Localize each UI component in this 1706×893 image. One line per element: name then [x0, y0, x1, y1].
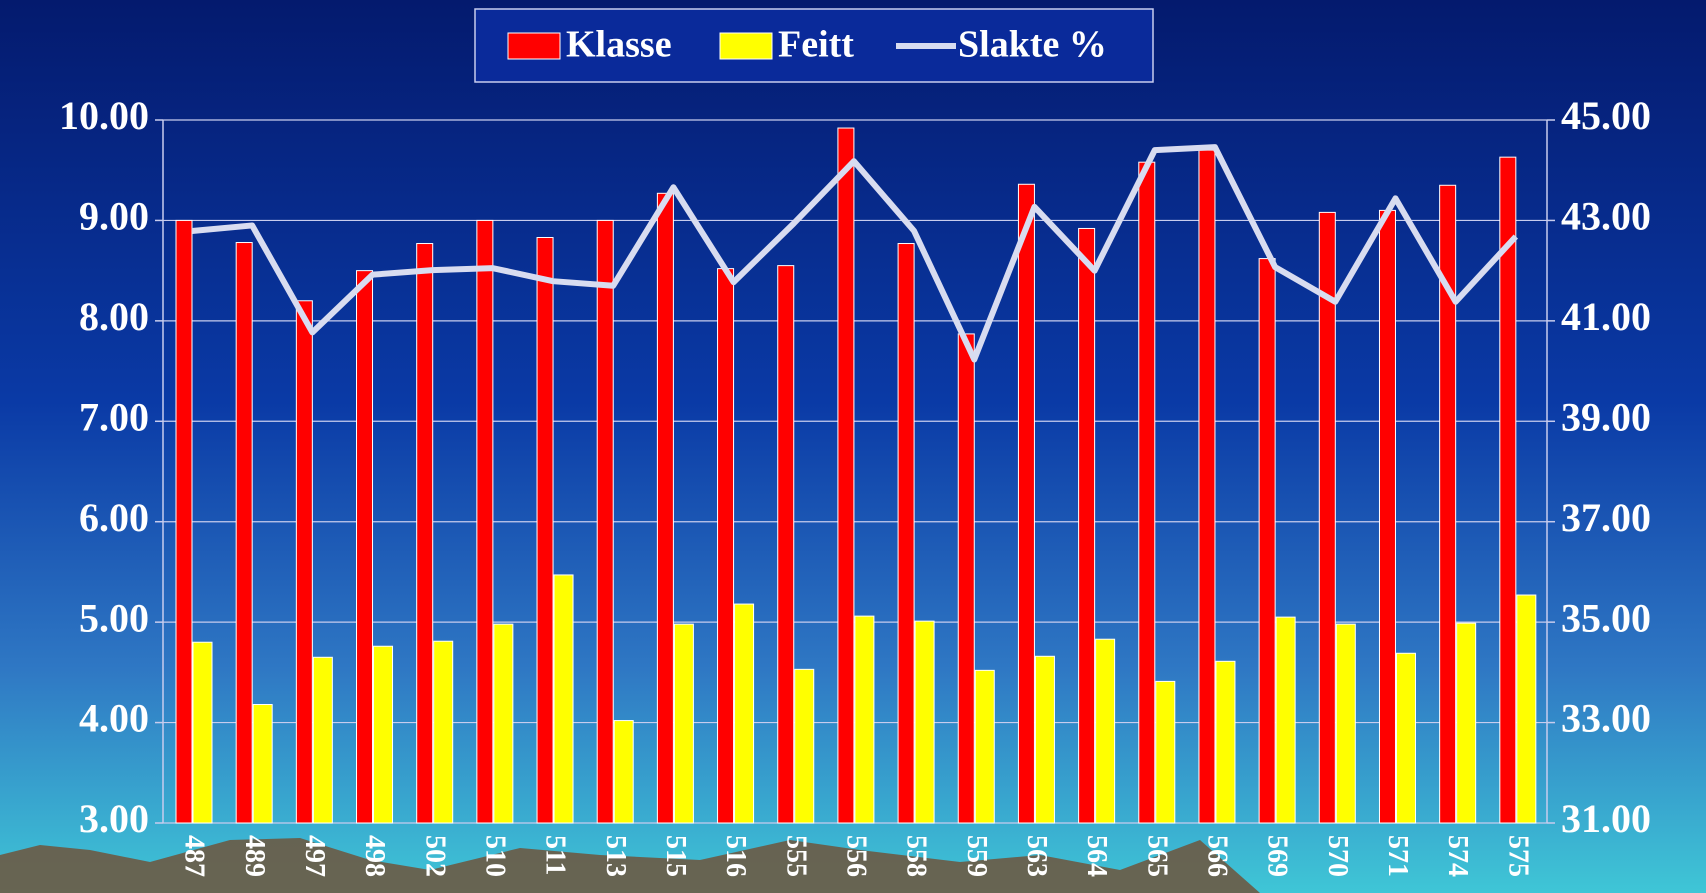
bar [898, 244, 914, 823]
y-tick-label: 10.00 [59, 93, 149, 138]
bar [614, 721, 633, 823]
x-tick-label: 571 [1382, 835, 1413, 877]
bar [193, 642, 212, 823]
bar [718, 269, 734, 823]
x-tick-label: 563 [1021, 835, 1052, 877]
legend-label: Feitt [778, 24, 854, 66]
y-tick-label: 6.00 [79, 495, 149, 540]
bar [1500, 157, 1516, 823]
y-tick-label: 9.00 [79, 194, 149, 239]
x-tick-label: 510 [479, 835, 510, 877]
y2-tick-label: 45.00 [1561, 93, 1651, 138]
bar [253, 704, 272, 823]
bar [597, 220, 613, 823]
bar [838, 128, 854, 823]
x-tick-label: 498 [359, 835, 390, 877]
x-tick-label: 497 [299, 835, 330, 877]
bar [1156, 681, 1175, 823]
x-tick-label: 575 [1502, 835, 1533, 877]
bar [657, 193, 673, 823]
bar [1216, 661, 1235, 823]
bar [778, 266, 794, 823]
x-tick-label: 556 [840, 835, 871, 877]
x-tick-label: 566 [1202, 835, 1233, 877]
y2-tick-label: 37.00 [1561, 495, 1651, 540]
bar [1517, 595, 1536, 823]
bar [434, 641, 453, 823]
bar [374, 646, 393, 823]
x-tick-label: 558 [901, 835, 932, 877]
y2-tick-label: 43.00 [1561, 194, 1651, 239]
bar [795, 669, 814, 823]
page: 3.00 4.00 5.00 6.00 7.00 8.00 9.00 10.00 31.00 33… [0, 0, 1706, 893]
x-tick-label: 515 [660, 835, 691, 877]
bar [357, 271, 373, 823]
bar [855, 616, 874, 823]
bar [1396, 653, 1415, 823]
bar [1079, 228, 1095, 823]
y-tick-label: 4.00 [79, 696, 149, 741]
bar [735, 604, 754, 823]
bar [554, 575, 573, 823]
x-tick-label: 570 [1322, 835, 1353, 877]
y2-tick-label: 31.00 [1561, 796, 1651, 841]
bar [975, 670, 994, 823]
y-tick-label: 3.00 [79, 796, 149, 841]
bar [1336, 624, 1355, 823]
y2-tick-label: 33.00 [1561, 696, 1651, 741]
bar [1096, 639, 1115, 823]
x-tick-label: 513 [600, 835, 631, 877]
bar [1199, 150, 1215, 823]
bar [1379, 210, 1395, 823]
x-tick-label: 489 [239, 835, 270, 877]
bar [537, 238, 553, 823]
x-tick-label: 559 [961, 835, 992, 877]
bar [1276, 617, 1295, 823]
bar [674, 624, 693, 823]
x-tick-label: 502 [419, 835, 450, 877]
x-tick-label: 511 [540, 835, 571, 875]
x-tick-label: 564 [1081, 835, 1112, 877]
bar [1319, 212, 1335, 823]
x-tick-label: 487 [179, 835, 210, 877]
bar [1035, 656, 1054, 823]
bar [417, 244, 433, 823]
y-tick-label: 5.00 [79, 595, 149, 640]
y2-tick-label: 39.00 [1561, 394, 1651, 439]
bar [477, 220, 493, 823]
bar [915, 621, 934, 823]
y-tick-label: 8.00 [79, 294, 149, 339]
y2-tick-label: 35.00 [1561, 595, 1651, 640]
bar [1018, 184, 1034, 823]
bar [958, 334, 974, 823]
x-tick-label: 565 [1141, 835, 1172, 877]
bar [1259, 259, 1275, 823]
bar [1457, 623, 1476, 823]
x-tick-label: 574 [1442, 835, 1473, 877]
bar [176, 220, 192, 823]
x-tick-label: 555 [780, 835, 811, 877]
legend-swatch [720, 33, 772, 59]
bar [296, 301, 312, 823]
y2-tick-label: 41.00 [1561, 294, 1651, 339]
y-tick-label: 7.00 [79, 394, 149, 439]
bar [494, 624, 513, 823]
bar [313, 657, 332, 823]
x-tick-label: 516 [720, 835, 751, 877]
legend-label: Slakte % [958, 24, 1107, 66]
chart: 3.00 4.00 5.00 6.00 7.00 8.00 9.00 10.00 31.00 33… [0, 0, 1706, 893]
bar [1139, 162, 1155, 823]
legend-label: Klasse [566, 24, 672, 66]
legend-swatch [508, 33, 560, 59]
x-tick-label: 569 [1262, 835, 1293, 877]
bar [236, 243, 252, 823]
